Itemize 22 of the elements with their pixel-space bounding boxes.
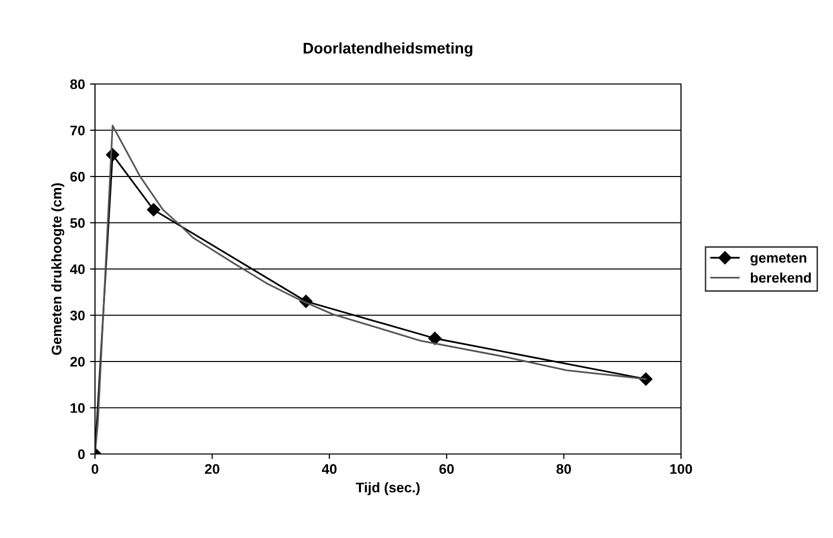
x-tick-label: 40	[322, 464, 337, 474]
legend-label: berekend	[750, 272, 811, 283]
y-tick-label: 20	[70, 356, 85, 367]
x-axis-title: Tijd (sec.)	[356, 482, 420, 496]
y-tick-label: 80	[70, 79, 85, 90]
chart-title: Doorlatendheidsmeting	[304, 42, 472, 57]
y-axis-title: Gemeten drukhoogte (cm)	[51, 183, 64, 355]
point	[428, 332, 442, 345]
y-tick-label: 40	[70, 264, 85, 274]
y-tick-label: 0	[78, 449, 85, 460]
x-tick-label: 80	[556, 464, 571, 474]
y-tick-label: 10	[70, 403, 85, 413]
y-tick-label: 50	[70, 218, 85, 228]
x-tick-label: 100	[670, 464, 692, 474]
x-tick-label: 60	[439, 464, 454, 474]
x-tick-label: 0	[92, 464, 98, 474]
y-tick-label: 60	[70, 172, 85, 182]
y-tick-label: 70	[70, 126, 85, 136]
x-tick-label: 20	[204, 464, 220, 474]
y-tick-label: 30	[70, 310, 85, 320]
point	[147, 203, 160, 216]
legend-label: gemeten	[750, 254, 806, 266]
